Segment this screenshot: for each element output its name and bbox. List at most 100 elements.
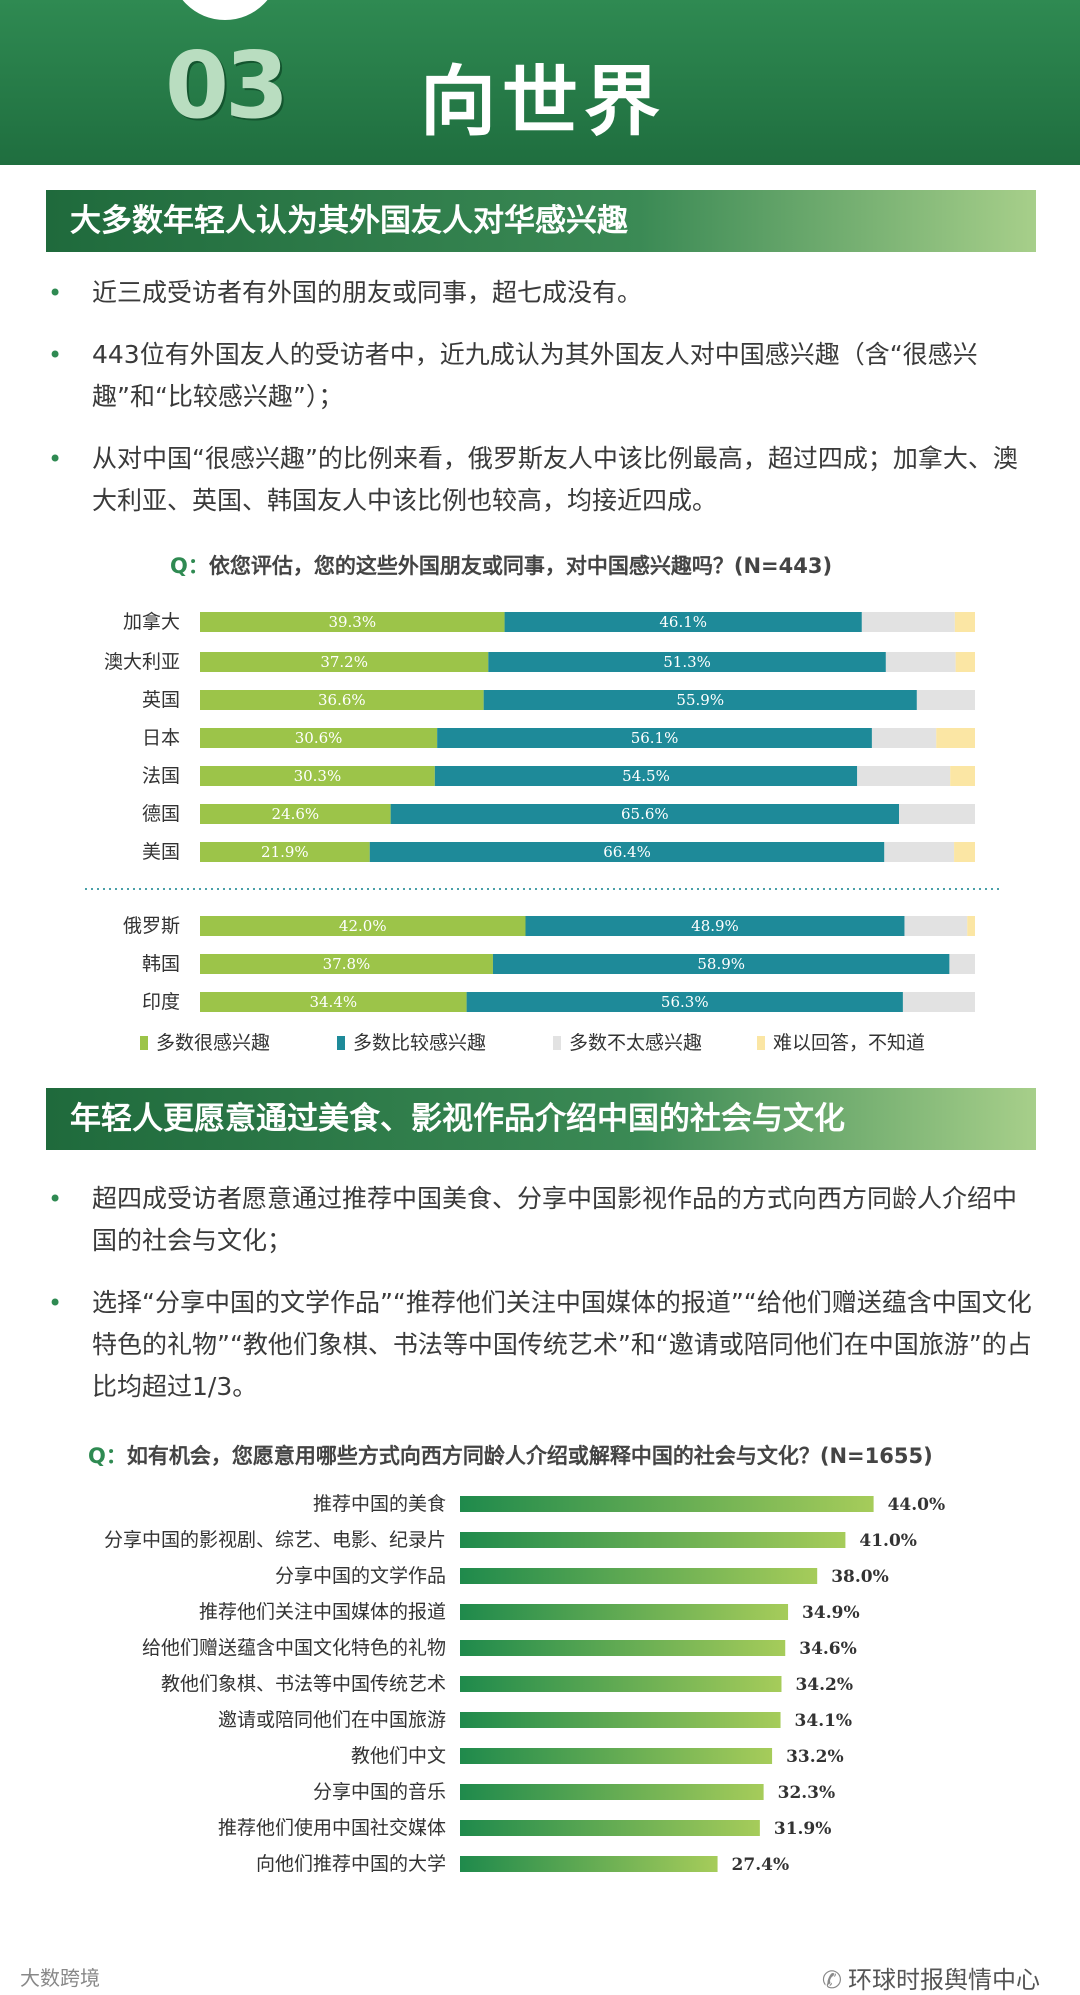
bar-segment xyxy=(369,842,885,862)
bar-segment xyxy=(434,766,858,786)
data-label: 66.4% xyxy=(603,843,651,861)
bar-segment xyxy=(492,954,950,974)
bar-segment xyxy=(916,690,975,710)
bar xyxy=(460,1568,818,1584)
bar-segment xyxy=(857,766,951,786)
data-label: 56.1% xyxy=(631,729,679,747)
bullet-item: • 超四成受访者愿意通过推荐中国美食、分享中国影视作品的方式向西方同龄人介绍中国的… xyxy=(46,1178,1036,1262)
data-label: 34.1% xyxy=(795,1711,853,1731)
data-label: 32.3% xyxy=(778,1783,836,1803)
bar-segment xyxy=(525,916,905,936)
data-label: 65.6% xyxy=(621,805,669,823)
bullet-dot-icon: • xyxy=(48,445,63,473)
category-label: 加拿大 xyxy=(123,610,180,633)
bar-segment xyxy=(466,992,903,1012)
question-label: Q： xyxy=(88,1444,127,1468)
question-text: 依您评估，您的这些外国朋友或同事，对中国感兴趣吗？(N=443) xyxy=(208,554,833,578)
wechat-icon: ✆ xyxy=(821,1966,842,1994)
bar-segment xyxy=(488,652,886,672)
bullet-item: • 443位有外国友人的受访者中，近九成认为其外国友人对中国感兴趣（含“很感兴趣”… xyxy=(46,334,1036,418)
category-label: 俄罗斯 xyxy=(123,915,180,937)
bar-segment xyxy=(949,954,975,974)
bar-segment xyxy=(504,612,862,632)
bar-segment xyxy=(200,766,435,786)
bar-segment xyxy=(899,804,975,824)
data-label: 36.6% xyxy=(318,691,366,709)
data-label: 34.4% xyxy=(309,993,357,1011)
horizontal-bar-chart: 推荐中国的美食 44.0% 分享中国的影视剧、综艺、电影、纪录片 41.0% 分享中国的… xyxy=(104,1493,945,1875)
data-label: 27.4% xyxy=(732,1855,790,1875)
category-label: 澳大利亚 xyxy=(104,651,180,673)
data-label: 31.9% xyxy=(774,1819,832,1839)
section1-heading: 大多数年轻人认为其外国友人对华感兴趣 xyxy=(46,190,1036,252)
data-label: 24.6% xyxy=(271,805,319,823)
legend-swatch xyxy=(140,1036,148,1050)
bar-segment xyxy=(200,804,391,824)
category-label: 分享中国的影视剧、综艺、电影、纪录片 xyxy=(104,1529,446,1551)
section2-heading: 年轻人更愿意通过美食、影视作品介绍中国的社会与文化 xyxy=(46,1088,1036,1150)
bar-segment xyxy=(200,954,493,974)
bullet-text: 443位有外国友人的受访者中，近九成认为其外国友人对中国感兴趣（含“很感兴趣”和… xyxy=(92,340,978,411)
data-label: 55.9% xyxy=(676,691,724,709)
bullet-item: • 近三成受访者有外国的朋友或同事，超七成没有。 xyxy=(46,272,1036,314)
category-label: 邀请或陪同他们在中国旅游 xyxy=(218,1709,446,1731)
category-label: 美国 xyxy=(142,841,180,863)
bar xyxy=(460,1820,760,1836)
category-label: 英国 xyxy=(142,689,180,711)
bar-segment xyxy=(954,842,975,862)
bar-segment xyxy=(954,612,975,632)
bullet-dot-icon: • xyxy=(48,1185,63,1213)
bar-segment xyxy=(871,728,937,748)
bullet-item: • 选择“分享中国的文学作品”“推荐他们关注中国媒体的报道”“给他们赠送蕴含中国文… xyxy=(46,1282,1036,1408)
data-label: 30.3% xyxy=(294,767,342,785)
data-label: 33.2% xyxy=(786,1747,844,1767)
category-label: 法国 xyxy=(142,765,180,787)
bar-segment xyxy=(200,612,505,632)
bullet-text: 近三成受访者有外国的朋友或同事，超七成没有。 xyxy=(92,278,643,307)
category-label: 日本 xyxy=(142,727,180,749)
bar-segment xyxy=(955,652,975,672)
bullet-text: 超四成受访者愿意通过推荐中国美食、分享中国影视作品的方式向西方同龄人介绍中国的社… xyxy=(92,1184,1018,1255)
chart2-question: Q：如有机会，您愿意用哪些方式向西方同龄人介绍或解释中国的社会与文化？(N=16… xyxy=(88,1440,933,1470)
legend-label: 难以回答，不知道 xyxy=(773,1032,925,1054)
bar-segment xyxy=(902,992,975,1012)
category-label: 教他们中文 xyxy=(351,1745,446,1767)
legend-label: 多数比较感兴趣 xyxy=(353,1032,486,1054)
data-label: 37.2% xyxy=(320,653,368,671)
data-label: 39.3% xyxy=(328,613,376,631)
section2-bullets: • 超四成受访者愿意通过推荐中国美食、分享中国影视作品的方式向西方同龄人介绍中国的… xyxy=(46,1178,1036,1428)
page-title: 向世界 xyxy=(420,57,666,146)
category-label: 推荐他们使用中国社交媒体 xyxy=(218,1817,446,1839)
bar xyxy=(460,1712,781,1728)
bar-segment xyxy=(200,916,526,936)
bullet-text: 从对中国“很感兴趣”的比例来看，俄罗斯友人中该比例最高，超过四成；加拿大、澳大利… xyxy=(92,444,1018,515)
footer-source-text: 环球时报舆情中心 xyxy=(848,1966,1040,1994)
data-label: 56.3% xyxy=(661,993,709,1011)
bar xyxy=(460,1604,789,1620)
bar-segment xyxy=(904,916,968,936)
bar xyxy=(460,1496,874,1512)
bar xyxy=(460,1532,846,1548)
data-label: 58.9% xyxy=(697,955,745,973)
data-label: 34.9% xyxy=(802,1603,860,1623)
legend-label: 多数很感兴趣 xyxy=(156,1032,270,1054)
category-label: 分享中国的音乐 xyxy=(313,1781,446,1803)
category-label: 给他们赠送蕴含中国文化特色的礼物 xyxy=(142,1637,446,1659)
bar xyxy=(460,1640,786,1656)
category-label: 推荐他们关注中国媒体的报道 xyxy=(199,1601,446,1623)
data-label: 37.8% xyxy=(323,955,371,973)
header-banner: 03 向世界 xyxy=(0,0,1080,165)
bar-segment xyxy=(483,690,917,710)
bullet-text: 选择“分享中国的文学作品”“推荐他们关注中国媒体的报道”“给他们赠送蕴含中国文化… xyxy=(92,1288,1032,1401)
data-label: 48.9% xyxy=(691,917,739,935)
category-label: 分享中国的文学作品 xyxy=(275,1565,446,1587)
bar xyxy=(460,1676,782,1692)
bar-segment xyxy=(200,992,467,1012)
category-label: 推荐中国的美食 xyxy=(313,1493,446,1515)
data-label: 30.6% xyxy=(295,729,343,747)
bar-segment xyxy=(936,728,975,748)
chart1-question: Q：依您评估，您的这些外国朋友或同事，对中国感兴趣吗？(N=443) xyxy=(170,550,832,580)
data-label: 54.5% xyxy=(622,767,670,785)
leaf-decoration xyxy=(170,0,280,20)
bar xyxy=(460,1748,773,1764)
